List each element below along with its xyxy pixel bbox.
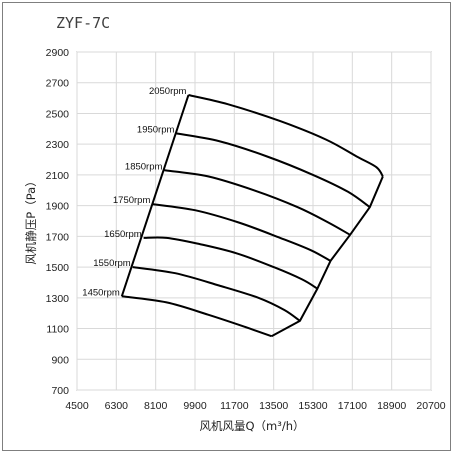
x-tick-label: 13500: [259, 400, 288, 412]
y-tick-label: 1100: [46, 324, 69, 336]
rpm-labels: 2050rpm 1950rpm 1850rpm 1750rpm 1650rpm 1550r…: [82, 86, 186, 298]
curves: [120, 94, 384, 338]
x-tick-label: 4500: [65, 400, 89, 412]
y-tick-label: 2900: [46, 47, 70, 59]
rpm-curve: [143, 236, 318, 290]
rpm-curve: [121, 295, 272, 338]
chart-title: ZYF-7C: [56, 14, 110, 32]
rpm-label: 1750rpm: [113, 195, 151, 206]
x-tick-label: 17100: [338, 400, 367, 412]
x-tick-label: 11700: [220, 400, 249, 412]
left-envelope: [120, 94, 190, 297]
y-tick-label: 2300: [46, 139, 70, 151]
x-tick-label: 18900: [377, 400, 406, 412]
x-tick-label: 8100: [144, 400, 168, 412]
x-tick-label: 20700: [416, 400, 445, 412]
x-axis-label: 风机风量Q（m³/h）: [199, 419, 304, 433]
y-tick-label: 1300: [46, 293, 70, 305]
y-tick-label: 1500: [46, 262, 70, 274]
x-tick-label: 6300: [105, 400, 129, 412]
y-tick-label: 700: [51, 385, 69, 397]
rpm-curve: [132, 266, 301, 322]
right-envelope: [271, 176, 384, 338]
y-axis-label: 风机静压P（Pa）: [24, 175, 38, 264]
rpm-curve: [188, 94, 384, 177]
y-tick-label: 2700: [46, 78, 70, 90]
rpm-label: 1550rpm: [93, 258, 131, 269]
rpm-label: 1850rpm: [125, 161, 163, 172]
x-tick-label: 9900: [183, 400, 207, 412]
x-tick-label: 15300: [298, 400, 327, 412]
rpm-curve: [152, 203, 331, 262]
x-tick-labels: 4500 6300 8100 9900 11700 13500 15300 17100 1890…: [65, 400, 445, 412]
rpm-label: 1650rpm: [104, 229, 142, 240]
y-tick-label: 2100: [46, 170, 70, 182]
rpm-label: 1950rpm: [137, 124, 175, 135]
rpm-label: 1450rpm: [82, 287, 120, 298]
rpm-label: 2050rpm: [149, 86, 187, 97]
y-tick-label: 1700: [46, 231, 70, 243]
plot-area: [76, 51, 432, 391]
y-tick-label: 1900: [46, 201, 70, 213]
y-tick-label: 900: [51, 354, 69, 366]
rpm-curve: [176, 132, 371, 209]
rpm-curve: [164, 169, 351, 236]
y-tick-labels: 700 900 1100 1300 1500 1700 1900 2100 2300 2500 27…: [46, 47, 70, 397]
grid: [76, 51, 432, 391]
y-tick-label: 2500: [46, 108, 70, 120]
